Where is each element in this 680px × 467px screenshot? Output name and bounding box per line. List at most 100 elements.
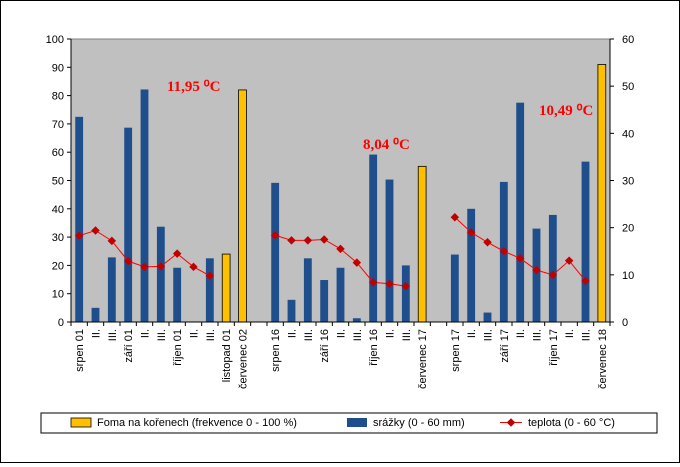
left-tick-label: 90	[52, 62, 64, 74]
temperature-point	[352, 258, 362, 267]
rain-bar	[205, 258, 214, 322]
category-label: II.	[91, 329, 103, 338]
temperature-point	[140, 262, 149, 272]
temperature-point	[74, 231, 84, 240]
foma-bar	[597, 64, 607, 323]
left-tick-label: 70	[52, 119, 64, 131]
rain-bar	[450, 254, 459, 322]
rain-bar	[124, 127, 133, 322]
temperature-point	[385, 279, 394, 289]
temperature-point	[91, 226, 100, 235]
left-tick-label: 20	[52, 260, 64, 272]
category-label: III.	[581, 329, 593, 341]
category-label: III.	[401, 329, 413, 341]
rain-bar	[107, 257, 116, 322]
category-label: srpen 16	[270, 329, 282, 372]
temperature-point	[123, 256, 133, 266]
category-label: srpen 01	[74, 329, 86, 372]
left-tick-label: 10	[52, 289, 64, 301]
legend-swatch-temp-marker	[506, 418, 516, 427]
temperature-annotation: 8,04 ⁰C	[363, 137, 410, 153]
rain-bar	[140, 89, 149, 323]
category-label: říjen 16	[368, 329, 380, 366]
category-label: III.	[156, 329, 168, 341]
category-label: III.	[532, 329, 544, 341]
category-label: II.	[336, 329, 348, 338]
rain-bar	[156, 226, 165, 322]
rain-bar	[548, 214, 557, 322]
category-label: III.	[107, 329, 119, 341]
category-labels: srpen 01 II. III. září 01 II. III. říjen 01 II.…	[74, 329, 609, 389]
temperature-point	[172, 249, 182, 258]
rain-bar	[75, 116, 84, 322]
temperature-point	[450, 213, 460, 222]
category-label: II.	[385, 329, 397, 338]
left-tick-label: 80	[52, 91, 64, 103]
right-tick-label: 60	[622, 34, 634, 46]
temperature-point	[368, 278, 378, 287]
temperature-point	[532, 265, 541, 275]
rain-bar	[581, 161, 590, 322]
left-axis-ticks: 0 10 20 30 40 50 60 70 80 90 100	[46, 34, 71, 329]
right-tick-label: 0	[622, 317, 628, 329]
category-label: říjen 17	[548, 329, 560, 366]
foma-bars	[221, 64, 607, 323]
temperature-point	[319, 235, 329, 244]
category-label: říjen 01	[172, 329, 184, 366]
rain-bar	[385, 179, 394, 322]
rain-bar	[91, 307, 100, 322]
category-label: září 01	[123, 329, 135, 363]
category-label: II.	[287, 329, 299, 338]
category-label: červenec 17	[417, 329, 429, 389]
temperature-point	[189, 262, 198, 272]
category-label: srpen 17	[450, 329, 462, 372]
category-label: III.	[205, 329, 217, 341]
category-label: II.	[189, 329, 201, 338]
left-tick-label: 50	[52, 176, 64, 188]
right-axis-ticks: 0 10 20 30 40 50 60	[610, 34, 634, 329]
category-label: III.	[352, 329, 364, 341]
temperature-point	[287, 236, 296, 245]
rain-bar	[532, 228, 541, 322]
left-tick-label: 0	[58, 317, 64, 329]
temperature-point	[564, 256, 574, 265]
temperature-point	[336, 244, 345, 254]
temperature-line	[74, 213, 590, 291]
rain-bar	[467, 208, 476, 322]
left-tick-label: 100	[46, 34, 64, 46]
category-label: září 16	[319, 329, 331, 363]
temperature-point	[483, 238, 492, 247]
category-label: II.	[140, 329, 152, 338]
rain-bar	[320, 280, 329, 322]
foma-bar	[221, 253, 231, 323]
category-label: červenec 18	[597, 329, 609, 389]
right-tick-label: 10	[622, 270, 634, 282]
temperature-point	[466, 228, 476, 237]
left-tick-label: 40	[52, 204, 64, 216]
rain-bar	[336, 267, 345, 322]
temperature-point	[205, 271, 215, 281]
foma-bar	[417, 165, 427, 323]
category-label: II.	[466, 329, 478, 338]
right-tick-label: 40	[622, 128, 634, 140]
temperature-point	[303, 236, 313, 245]
category-label: září 17	[499, 329, 511, 363]
foma-bar	[238, 89, 247, 323]
temperature-point	[156, 262, 166, 271]
temperature-annotation: 10,49 ⁰C	[539, 103, 593, 119]
rain-bars	[75, 89, 590, 323]
right-tick-label: 30	[622, 176, 634, 188]
left-tick-label: 30	[52, 232, 64, 244]
rain-bar	[483, 312, 492, 322]
rain-bar	[287, 299, 296, 322]
rain-bar	[271, 182, 280, 322]
right-tick-label: 50	[622, 81, 634, 93]
rain-bar	[516, 102, 525, 322]
category-label: II.	[515, 329, 527, 338]
category-label: červenec 02	[238, 329, 250, 389]
legend-swatch-foma	[70, 417, 92, 428]
legend-swatch-rain	[347, 418, 367, 427]
category-label: III.	[303, 329, 315, 341]
